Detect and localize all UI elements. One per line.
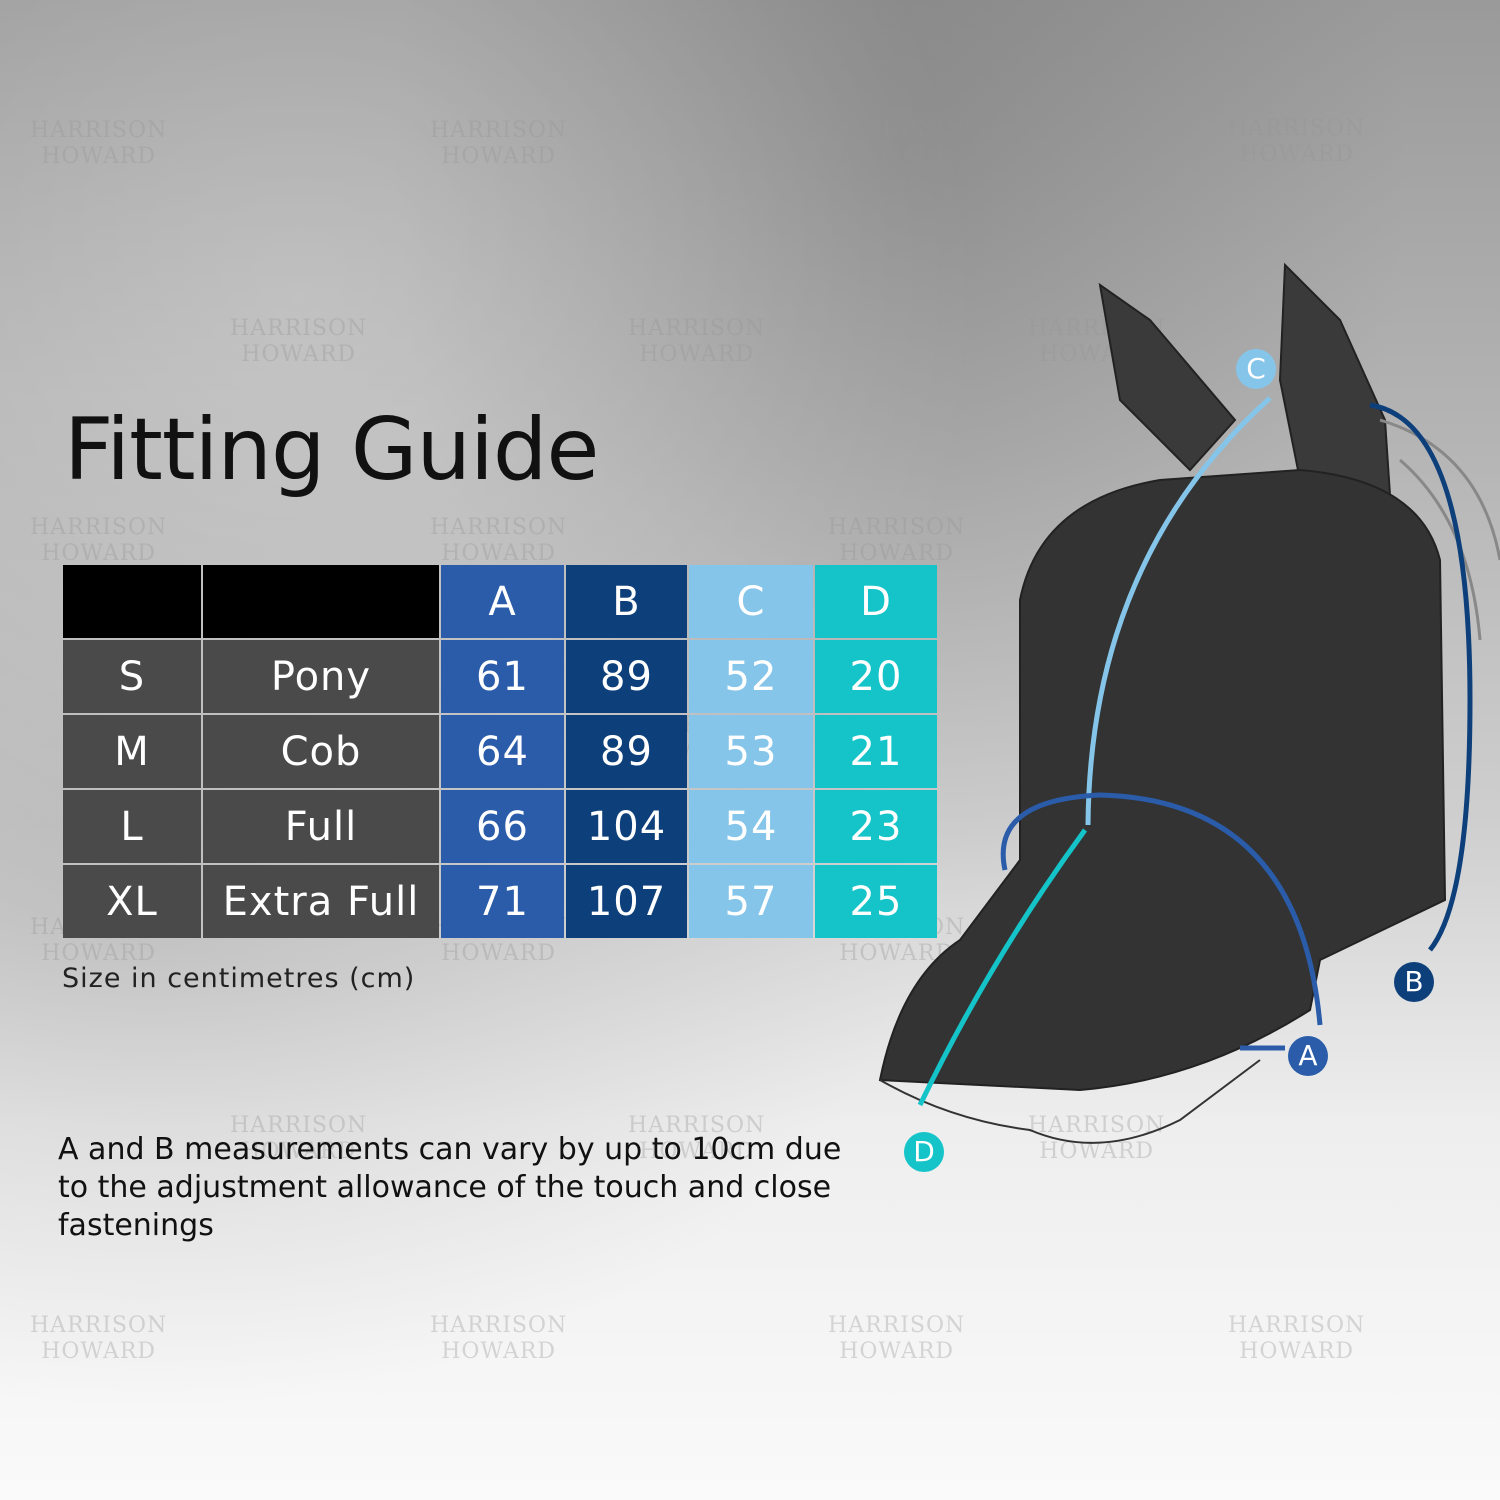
size-cell: L — [63, 790, 201, 863]
size-cell: M — [63, 715, 201, 788]
mane — [1379, 418, 1500, 641]
value-cell: 89 — [566, 715, 687, 788]
value-cell: 23 — [815, 790, 937, 863]
horse-fly-mask-illustration — [878, 262, 1500, 1144]
value-cell: 64 — [441, 715, 564, 788]
value-cell: 71 — [441, 865, 564, 938]
table-row: S Pony 61 89 52 20 — [63, 640, 937, 713]
arrow-d — [917, 828, 1088, 1107]
type-cell: Extra Full — [203, 865, 439, 938]
type-cell: Pony — [203, 640, 439, 713]
arrow-b — [1369, 402, 1473, 952]
value-cell: 89 — [566, 640, 687, 713]
label-b-badge: B — [1394, 962, 1434, 1002]
arrow-c — [1085, 396, 1272, 826]
value-cell: 107 — [566, 865, 687, 938]
header-cell-d: D — [815, 565, 937, 638]
header-cell-a: A — [441, 565, 564, 638]
table-header-row: A B C D — [63, 565, 937, 638]
label-c-badge: C — [1236, 349, 1276, 389]
label-d-badge: D — [904, 1132, 944, 1172]
value-cell: 52 — [689, 640, 813, 713]
size-cell: XL — [63, 865, 201, 938]
table-row: XL Extra Full 71 107 57 25 — [63, 865, 937, 938]
header-cell-c: C — [689, 565, 813, 638]
value-cell: 25 — [815, 865, 937, 938]
horse-ear-right — [1278, 262, 1392, 497]
type-cell: Cob — [203, 715, 439, 788]
value-cell: 57 — [689, 865, 813, 938]
value-cell: 61 — [441, 640, 564, 713]
footnote: A and B measurements can vary by up to 1… — [58, 1132, 842, 1243]
label-a-badge: A — [1288, 1036, 1328, 1076]
header-cell — [63, 565, 201, 638]
table-row: M Cob 64 89 53 21 — [63, 715, 937, 788]
value-cell: 20 — [815, 640, 937, 713]
value-cell: 66 — [441, 790, 564, 863]
horse-ear-left — [1098, 282, 1237, 472]
value-cell: 104 — [566, 790, 687, 863]
header-cell — [203, 565, 439, 638]
page-title: Fitting Guide — [64, 400, 599, 500]
type-cell: Full — [203, 790, 439, 863]
value-cell: 54 — [689, 790, 813, 863]
value-cell: 21 — [815, 715, 937, 788]
size-cell: S — [63, 640, 201, 713]
horse-head-mask — [878, 468, 1447, 1092]
horse-muzzle-outline — [879, 1059, 1261, 1144]
unit-note: Size in centimetres (cm) — [62, 963, 416, 994]
value-cell: 53 — [689, 715, 813, 788]
arrow-a — [1000, 792, 1323, 1026]
table-row: L Full 66 104 54 23 — [63, 790, 937, 863]
header-cell-b: B — [566, 565, 687, 638]
size-table: A B C D S Pony 61 89 52 20 M Cob 64 89 5… — [61, 563, 939, 940]
